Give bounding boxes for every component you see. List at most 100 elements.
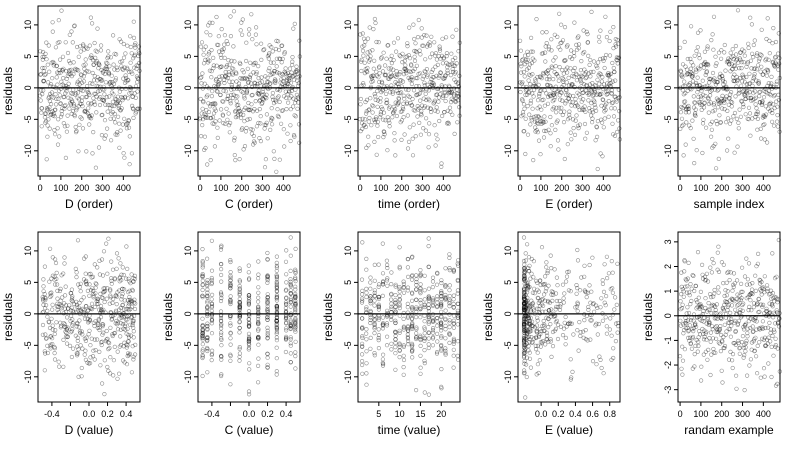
data-point (387, 124, 392, 129)
data-point (422, 338, 427, 343)
data-point (383, 72, 388, 78)
data-point (451, 301, 456, 307)
data-point (226, 69, 231, 75)
data-point (443, 296, 448, 301)
data-point (698, 304, 703, 309)
data-point (89, 301, 95, 306)
data-point (102, 118, 108, 123)
data-point (65, 334, 70, 340)
data-point (408, 77, 413, 83)
data-point (224, 39, 229, 44)
data-point (426, 336, 431, 341)
data-point (733, 329, 738, 335)
data-point (70, 327, 75, 332)
data-point (99, 77, 105, 83)
data-point (388, 74, 393, 80)
data-point (378, 96, 383, 101)
data-point (722, 343, 728, 349)
data-point (43, 111, 49, 116)
data-point (264, 112, 270, 117)
data-point (274, 315, 280, 320)
data-point (241, 76, 246, 81)
data-point (218, 309, 224, 314)
data-point (108, 55, 113, 60)
data-point (237, 346, 242, 351)
data-point (90, 70, 95, 76)
data-point (265, 292, 270, 297)
data-point (686, 329, 691, 334)
data-point (455, 90, 460, 96)
data-point (546, 127, 551, 132)
data-point (705, 46, 710, 51)
data-point (770, 102, 776, 107)
data-point (403, 66, 408, 72)
data-point (690, 79, 696, 84)
data-point (127, 91, 132, 96)
data-point (757, 340, 762, 345)
data-point (692, 53, 697, 58)
data-point (599, 120, 605, 125)
data-point (284, 287, 289, 292)
data-point (77, 285, 82, 290)
data-point (206, 101, 211, 106)
data-point (771, 26, 776, 31)
data-point (405, 315, 411, 320)
data-point (87, 317, 92, 323)
data-point (115, 322, 120, 327)
data-point (593, 323, 598, 328)
data-point (358, 116, 363, 122)
data-point (422, 69, 427, 74)
data-point (600, 154, 605, 159)
data-point (115, 100, 120, 105)
data-point (247, 323, 252, 328)
data-point (87, 318, 93, 323)
data-point (249, 102, 254, 107)
data-point (42, 264, 48, 269)
data-point (73, 266, 78, 272)
data-point (530, 49, 536, 54)
data-point (594, 321, 599, 326)
data-point (201, 47, 206, 52)
data-point (760, 72, 765, 77)
data-point (402, 66, 407, 71)
data-point (533, 278, 539, 284)
data-point (526, 268, 532, 274)
data-point (588, 69, 594, 75)
data-point (413, 108, 418, 113)
data-point (251, 62, 256, 67)
data-point (435, 323, 440, 328)
data-point (435, 297, 440, 302)
x-tick-label: 300 (735, 183, 750, 193)
data-point (416, 92, 421, 97)
data-point (288, 299, 293, 305)
data-point (227, 62, 232, 67)
data-point (237, 291, 242, 296)
data-point (433, 51, 439, 56)
data-point (283, 336, 289, 341)
data-point (422, 331, 427, 336)
data-point (742, 49, 747, 54)
data-point (364, 310, 369, 316)
data-point (775, 51, 781, 56)
data-point (725, 108, 730, 113)
data-point (767, 108, 773, 114)
data-point (549, 354, 554, 360)
data-point (393, 329, 398, 334)
data-point (387, 104, 392, 109)
data-point (708, 295, 714, 300)
data-point (235, 86, 240, 91)
data-point (124, 342, 129, 347)
data-point (439, 321, 444, 326)
data-point (410, 291, 415, 296)
data-point (519, 114, 524, 119)
data-point (368, 335, 373, 341)
data-point (530, 301, 535, 306)
data-point (734, 278, 740, 283)
data-point (745, 60, 751, 65)
data-point (525, 303, 530, 308)
y-tick-label: 5 (503, 54, 513, 59)
data-point (737, 346, 742, 351)
data-point (703, 277, 709, 283)
data-point (50, 273, 56, 278)
data-point (521, 307, 527, 312)
